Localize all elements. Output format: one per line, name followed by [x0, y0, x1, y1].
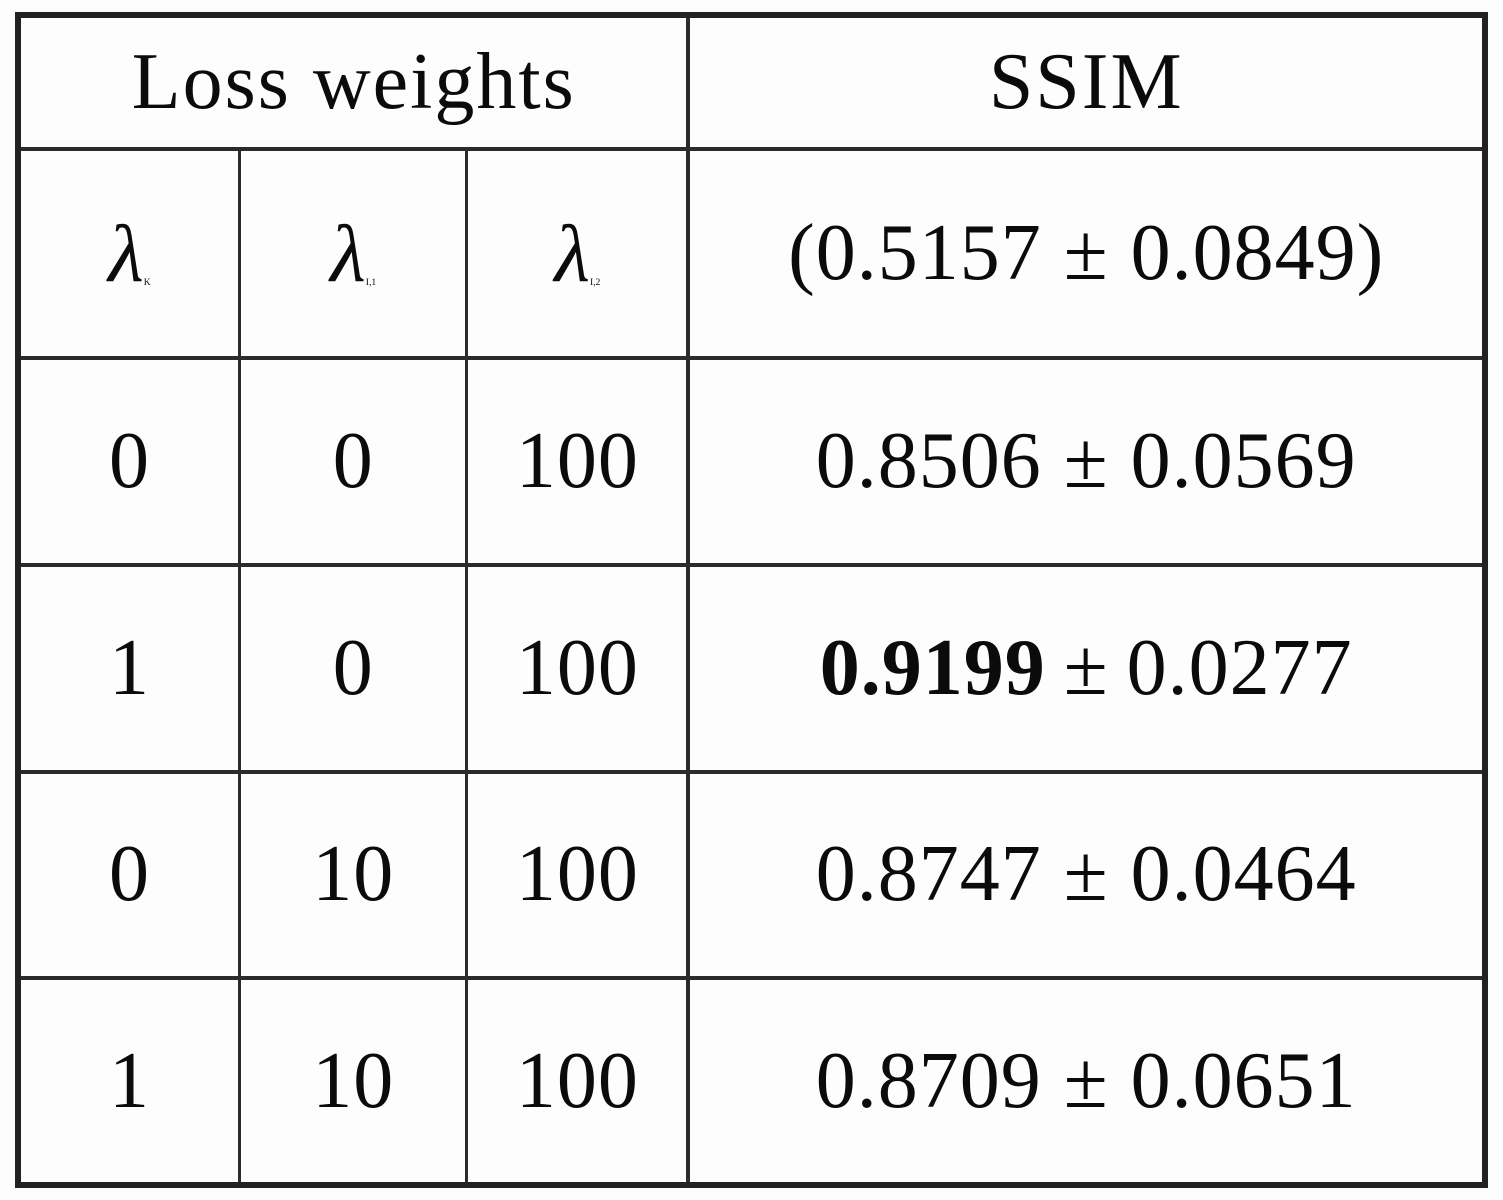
ssim-std: 0.0464 [1130, 830, 1357, 919]
loss-weights-group-header: Loss weights [16, 12, 690, 152]
lambda-i2-value: 100 [465, 769, 690, 981]
ssim-std: 0.0651 [1130, 1036, 1357, 1125]
lambda-k-subscript: K [143, 276, 151, 288]
ssim-mean: 0.8747 [815, 830, 1042, 919]
lambda-i1-subscript: I,1 [365, 276, 377, 288]
lambda-symbol: λ [554, 207, 590, 299]
lambda-i1-value: 10 [238, 769, 469, 981]
lambda-i1-value: 0 [238, 356, 469, 567]
ssim-baseline-value: (0.5157 ±0.0849) [686, 147, 1487, 361]
plus-minus-sign: ± [1063, 830, 1109, 919]
lambda-k-value: 0 [16, 356, 242, 567]
lambda-i1-value: 10 [238, 976, 469, 1187]
lambda-symbol: λ [330, 207, 366, 299]
lambda-k-value: 0 [16, 769, 242, 981]
table-row: 0 10 100 0.8747 ±0.0464 [16, 769, 1487, 981]
lambda-i2-value: 100 [465, 562, 690, 774]
loss-weights-ssim-table: Loss weights SSIM λK λI,1 λI,2 (0.5157 ±0… [15, 12, 1488, 1188]
ssim-std: 0.0569 [1130, 416, 1357, 505]
lambda-i1-column-header: λI,1 [238, 147, 469, 361]
lambda-k-value: 1 [16, 562, 242, 774]
ssim-value-cell: 0.8709 ±0.0651 [686, 976, 1487, 1187]
lambda-i1-value: 0 [238, 562, 469, 774]
ssim-value-cell: 0.8747 ±0.0464 [686, 769, 1487, 981]
ssim-baseline-suffix: 0.0849) [1130, 209, 1385, 298]
ssim-baseline-prefix: (0.5157 [788, 209, 1042, 298]
header-group-row: Loss weights SSIM [16, 12, 1487, 152]
table-row: 1 10 100 0.8709 ±0.0651 [16, 976, 1487, 1187]
lambda-i2-column-header: λI,2 [465, 147, 690, 361]
ssim-group-header: SSIM [686, 12, 1487, 152]
ssim-mean: 0.8506 [815, 416, 1042, 505]
lambda-i2-subscript: I,2 [589, 276, 601, 288]
ssim-std: 0.0277 [1126, 623, 1353, 712]
lambda-symbol: λ [108, 207, 144, 299]
table-row: 0 0 100 0.8506 ±0.0569 [16, 356, 1487, 567]
ssim-value-cell: 0.9199 ±0.0277 [686, 562, 1487, 774]
ssim-mean: 0.8709 [815, 1036, 1042, 1125]
ssim-mean-best: 0.9199 [819, 623, 1046, 712]
lambda-k-value: 1 [16, 976, 242, 1187]
lambda-i2-value: 100 [465, 976, 690, 1187]
lambda-i2-value: 100 [465, 356, 690, 567]
plus-minus-sign: ± [1063, 1036, 1109, 1125]
ssim-value-cell: 0.8506 ±0.0569 [686, 356, 1487, 567]
table-row: 1 0 100 0.9199 ±0.0277 [16, 562, 1487, 774]
plus-minus-sign: ± [1063, 209, 1109, 298]
plus-minus-sign: ± [1063, 623, 1109, 712]
column-header-row: λK λI,1 λI,2 (0.5157 ±0.0849) [16, 147, 1487, 361]
lambda-k-column-header: λK [16, 147, 242, 361]
plus-minus-sign: ± [1063, 416, 1109, 505]
